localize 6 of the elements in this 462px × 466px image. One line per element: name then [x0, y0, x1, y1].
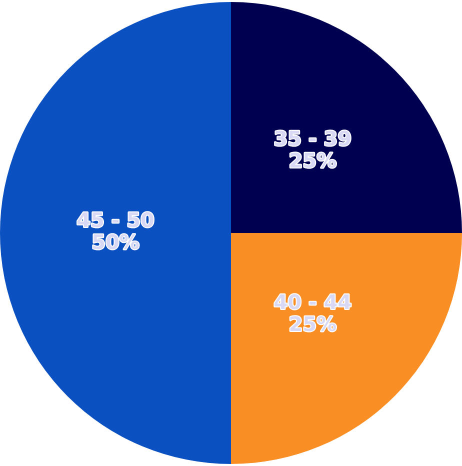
data-label: 25%	[288, 312, 337, 336]
data-label: 50%	[92, 230, 140, 254]
slice-label: 35 - 39	[274, 126, 352, 151]
slice-label: 40 - 44	[274, 290, 352, 314]
data-label: 25%	[288, 148, 337, 173]
slice-label: 45 - 50	[76, 208, 154, 232]
